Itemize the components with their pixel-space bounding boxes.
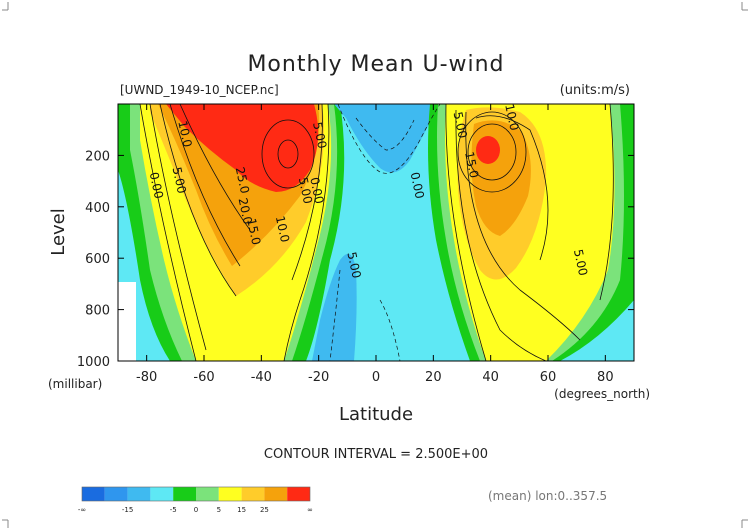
x-tick-label: -40: [251, 370, 272, 385]
sh-jet-core: [270, 126, 306, 178]
contour-label: 10.0: [175, 119, 194, 148]
contour-label: 5.00: [296, 176, 315, 205]
units-label: (units:m/s): [560, 83, 630, 98]
negative-contour-lines: [329, 104, 441, 361]
contour-label: 5.00: [571, 248, 590, 277]
contour-label: 0.00: [147, 171, 166, 200]
contour-label: 25.0: [233, 166, 252, 195]
x-tick-label: -60: [193, 370, 214, 385]
colorbar-tick-label: 5: [217, 506, 221, 514]
contour-interval-label: CONTOUR INTERVAL = 2.500E+00: [264, 447, 488, 462]
contour-label: 5.00: [170, 166, 189, 195]
contour-label: 20.0: [236, 197, 255, 226]
x-tick-label: -80: [136, 370, 157, 385]
contour-label: 10.0: [502, 103, 521, 132]
contour-label: 5.00: [344, 251, 363, 280]
colorbar-tick-label: -∞: [78, 506, 86, 514]
averaging-label: (mean) lon:0..357.5: [488, 489, 607, 503]
colorbar-tick-label: ∞: [307, 506, 313, 514]
contour-label: 15.0: [462, 150, 481, 179]
colorbar-swatch: [150, 487, 174, 501]
colorbar-frame: [81, 486, 311, 502]
colorbar-swatch: [104, 487, 128, 501]
colorbar-tick-label: -5: [170, 506, 177, 514]
colorbar: -∞ -15 -5 0 5 15 25 ∞: [78, 486, 313, 514]
x-axis-label: Latitude: [339, 404, 413, 425]
x-tick-label: 60: [540, 370, 557, 385]
y-axis-label: Level: [48, 208, 69, 256]
x-axis: -80 -60 -40 -20 0 20 40 60 80: [136, 104, 614, 385]
colorbar-swatch: [127, 487, 151, 501]
chart-title: Monthly Mean U-wind: [247, 52, 504, 77]
y-tick-label: 1000: [77, 355, 110, 370]
x-tick-label: 0: [372, 370, 380, 385]
contour-label: 5.00: [310, 121, 329, 150]
dataset-label: [UWND_1949-10_NCEP.nc]: [120, 83, 279, 97]
contour-label: 0.00: [408, 171, 427, 200]
colorbar-swatch: [264, 487, 288, 501]
contour-lines: [139, 104, 614, 361]
colorbar-swatch: [241, 487, 265, 501]
contour-label: 15.0: [244, 217, 263, 246]
contour-label: 5.00: [451, 110, 470, 139]
colorbar-tick-label: -15: [122, 506, 133, 514]
y-tick-label: 600: [85, 252, 110, 267]
contour-label: 0.00: [307, 176, 326, 205]
y-tick-label: 200: [85, 149, 110, 164]
colorbar-tick-label: 0: [194, 506, 198, 514]
nh-edge-cyan: [590, 310, 634, 361]
plot-area: 10.05.000.00 25.020.015.0 10.05.000.005.00…: [118, 103, 634, 361]
x-tick-label: 80: [597, 370, 614, 385]
nh-jet-core: [476, 136, 500, 164]
x-tick-label: -20: [308, 370, 329, 385]
missing-data-patch: [118, 282, 136, 361]
colorbar-swatch: [82, 487, 105, 501]
y-tick-label: 400: [85, 201, 110, 216]
colorbar-swatch: [173, 487, 196, 501]
x-tick-label: 20: [425, 370, 442, 385]
x-unit-label: (degrees_north): [554, 387, 650, 401]
y-tick-label: 800: [85, 304, 110, 319]
x-tick-label: 40: [482, 370, 499, 385]
colorbar-swatch: [287, 487, 310, 501]
contour-label: 10.0: [273, 215, 292, 244]
contour-labels: 10.05.000.00 25.020.015.0 10.05.000.005.00…: [147, 103, 591, 280]
colorbar-tick-label: 25: [260, 506, 269, 514]
sh-edge-cyan: [136, 300, 150, 361]
colorbar-swatch: [218, 487, 242, 501]
y-axis: 200 400 600 800 1000: [77, 149, 634, 370]
colorbar-swatch: [196, 487, 219, 501]
colorbar-tick-label: 15: [237, 506, 246, 514]
y-unit-label: (millibar): [48, 377, 102, 391]
tropical-blue-lower: [312, 253, 357, 361]
